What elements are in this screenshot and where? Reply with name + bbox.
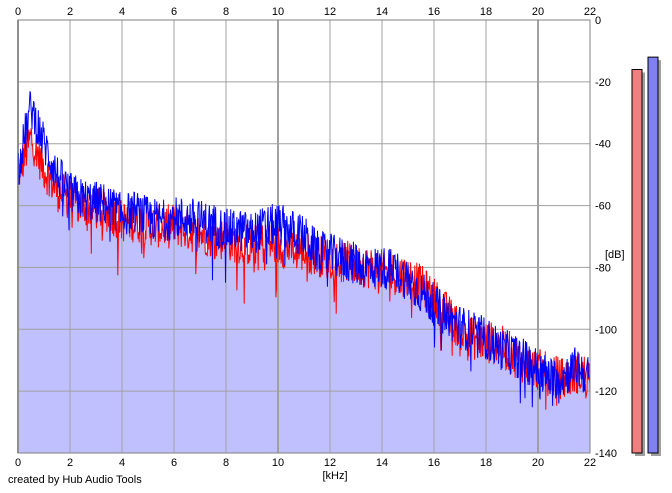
x-tick-label-top: 6 bbox=[171, 6, 177, 18]
x-tick-label-top: 8 bbox=[223, 6, 229, 18]
x-tick-label-bottom: 0 bbox=[15, 457, 21, 469]
spectrum-line-right bbox=[17, 91, 591, 408]
x-tick-label-top: 20 bbox=[532, 6, 544, 18]
level-meter-left bbox=[631, 68, 643, 454]
x-tick-label-top: 10 bbox=[272, 6, 284, 18]
credit-text: created by Hub Audio Tools bbox=[8, 474, 142, 486]
x-tick-label-top: 0 bbox=[15, 6, 21, 18]
y-tick-label: -80 bbox=[595, 262, 611, 274]
x-tick-label-bottom: 16 bbox=[428, 457, 440, 469]
x-tick-label-top: 14 bbox=[376, 6, 388, 18]
x-tick-label-bottom: 8 bbox=[223, 457, 229, 469]
y-tick-label: -100 bbox=[595, 324, 617, 336]
y-tick-label: -120 bbox=[595, 386, 617, 398]
y-tick-label: 0 bbox=[595, 15, 601, 27]
x-tick-label-top: 2 bbox=[67, 6, 73, 18]
y-tick-label: -40 bbox=[595, 139, 611, 151]
spectrum-fill bbox=[18, 127, 590, 454]
x-tick-label-bottom: 12 bbox=[324, 457, 336, 469]
level-meter-right bbox=[647, 56, 659, 454]
x-tick-label-bottom: 6 bbox=[171, 457, 177, 469]
x-tick-label-bottom: 10 bbox=[272, 457, 284, 469]
x-tick-label-bottom: 22 bbox=[584, 457, 596, 469]
y-tick-label: -20 bbox=[595, 77, 611, 89]
x-tick-label-top: 22 bbox=[584, 6, 596, 18]
y-tick-label: -60 bbox=[595, 201, 611, 213]
x-tick-label-bottom: 18 bbox=[480, 457, 492, 469]
y-axis-label: [dB] bbox=[605, 249, 625, 261]
x-tick-label-top: 4 bbox=[119, 6, 125, 18]
plot-frame bbox=[17, 19, 591, 454]
x-tick-label-bottom: 20 bbox=[532, 457, 544, 469]
x-tick-label-bottom: 14 bbox=[376, 457, 388, 469]
x-tick-label-top: 16 bbox=[428, 6, 440, 18]
x-tick-label-top: 12 bbox=[324, 6, 336, 18]
y-tick-label: -140 bbox=[595, 448, 617, 460]
x-tick-label-top: 18 bbox=[480, 6, 492, 18]
x-axis-label: [kHz] bbox=[322, 470, 347, 482]
x-tick-label-bottom: 2 bbox=[67, 457, 73, 469]
x-tick-label-bottom: 4 bbox=[119, 457, 125, 469]
